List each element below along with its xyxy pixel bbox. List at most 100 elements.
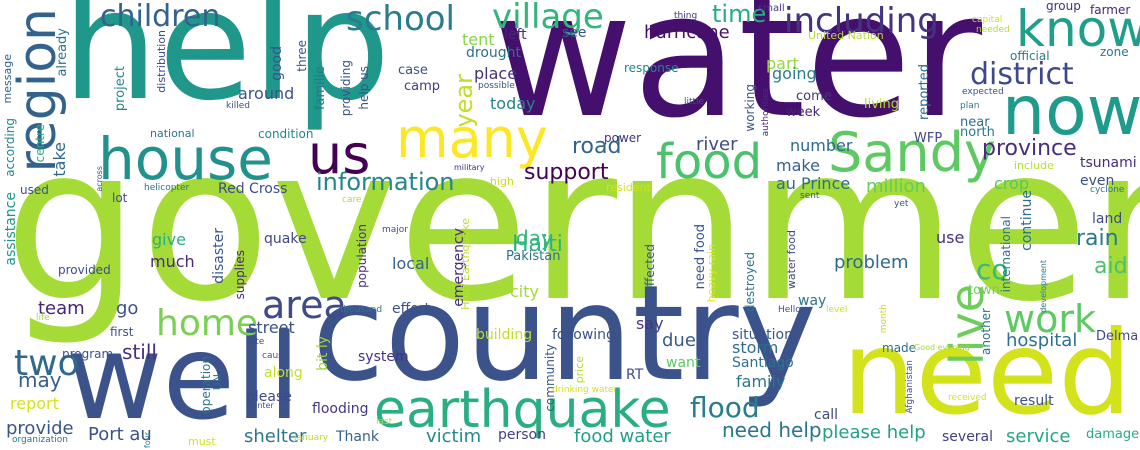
word: much: [150, 252, 195, 271]
word: children: [100, 0, 221, 34]
word: home: [156, 303, 259, 344]
word: disaster: [211, 228, 227, 284]
word: assistance: [3, 192, 19, 266]
word: know: [1016, 0, 1140, 58]
word: plan: [960, 101, 980, 111]
word: day: [516, 226, 553, 250]
word: victim: [426, 426, 482, 447]
word: community: [543, 344, 557, 412]
word: due: [662, 330, 696, 351]
word: program: [62, 347, 114, 361]
word: going: [772, 64, 817, 83]
word: expected: [962, 87, 1004, 97]
word: call: [814, 407, 839, 423]
word: water food: [785, 230, 798, 290]
word: result: [1014, 393, 1054, 409]
word: lot: [112, 191, 128, 205]
word: report: [10, 394, 59, 413]
word: may: [18, 368, 62, 392]
word: week: [786, 105, 821, 120]
word: damage: [1086, 427, 1140, 442]
word: provided: [58, 263, 111, 277]
word: price: [573, 356, 586, 384]
word: bit ly: [315, 336, 331, 371]
word: food water: [574, 426, 671, 447]
word: life: [36, 313, 50, 323]
word: aid: [1094, 254, 1128, 279]
word: Pakistan: [506, 249, 561, 264]
word: received: [948, 393, 987, 403]
word: family: [736, 372, 786, 391]
word: national: [150, 127, 195, 140]
word: building: [476, 327, 533, 343]
word: village: [492, 0, 604, 37]
word: earthquake: [374, 380, 671, 440]
word: make: [776, 156, 820, 175]
word: Thank: [336, 429, 379, 445]
word: please: [246, 389, 292, 405]
word: high: [490, 175, 514, 188]
word: care: [342, 195, 362, 205]
word: town: [968, 283, 1000, 298]
word: capital: [972, 15, 1003, 25]
word: centre: [33, 124, 47, 163]
word: service: [1006, 426, 1071, 447]
word: resident: [606, 181, 651, 194]
word: response: [624, 61, 679, 75]
word: team: [38, 298, 85, 319]
word: please help: [822, 422, 926, 443]
word: condition: [258, 127, 314, 141]
word: au Prince: [776, 174, 851, 193]
word: working: [743, 84, 757, 132]
word: want: [666, 355, 701, 371]
word: situation: [732, 327, 793, 343]
word: government: [4, 100, 1140, 349]
word: city: [510, 282, 539, 301]
word: last: [376, 417, 393, 427]
word: left: [504, 27, 527, 43]
word: number: [790, 136, 853, 155]
word: site: [248, 337, 265, 347]
word: district: [970, 57, 1074, 92]
word: place: [474, 64, 518, 83]
word: part: [766, 54, 799, 73]
word: include: [1014, 159, 1054, 172]
word: continue: [1019, 190, 1035, 251]
word: small: [758, 3, 785, 14]
word: quake: [264, 231, 307, 247]
word: Red Cross: [218, 181, 288, 197]
word: year: [450, 74, 478, 128]
word: destroyed: [743, 252, 757, 313]
word: across: [95, 166, 104, 192]
word: rain: [1076, 226, 1119, 251]
word: flood: [690, 391, 760, 424]
word: even: [1080, 173, 1115, 189]
word: distribution: [155, 30, 168, 93]
word: Haiti: [512, 232, 563, 257]
word: thousand: [340, 305, 383, 315]
word: tent: [462, 30, 495, 49]
word: work: [1004, 297, 1096, 341]
word: another: [979, 308, 993, 355]
word: many: [396, 107, 548, 170]
word: still: [122, 340, 157, 364]
word: zone: [1100, 45, 1129, 59]
word: come: [796, 89, 832, 104]
word: today: [490, 94, 536, 113]
word: time: [712, 0, 767, 28]
word: providing: [339, 60, 353, 117]
word: way: [798, 293, 827, 309]
word: killed: [226, 101, 250, 111]
word: take: [50, 142, 69, 177]
word: water: [492, 0, 983, 156]
word: cyclone: [1090, 185, 1125, 195]
word: Afghanistan: [905, 360, 915, 414]
word: effort: [392, 301, 431, 317]
word: yet: [894, 199, 909, 209]
word: help: [62, 0, 391, 134]
word: road: [572, 134, 622, 159]
word: give: [152, 230, 186, 249]
word: affected: [643, 244, 657, 294]
word: two: [14, 343, 80, 384]
